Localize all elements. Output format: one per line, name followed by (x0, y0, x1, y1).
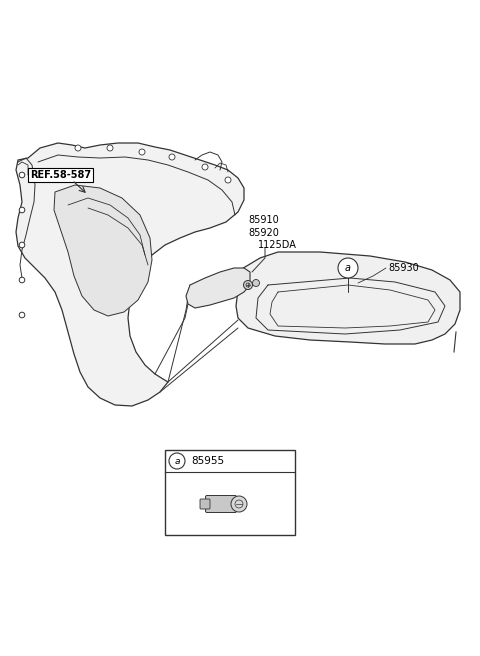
Circle shape (139, 149, 145, 155)
Polygon shape (236, 252, 460, 344)
Circle shape (169, 154, 175, 160)
Polygon shape (186, 268, 250, 308)
Circle shape (225, 177, 231, 183)
Polygon shape (54, 185, 152, 316)
Circle shape (107, 145, 113, 151)
Circle shape (169, 453, 185, 469)
Text: REF.58-587: REF.58-587 (30, 170, 91, 180)
Text: 85955: 85955 (191, 456, 224, 466)
Text: a: a (174, 457, 180, 466)
Circle shape (75, 145, 81, 151)
FancyBboxPatch shape (200, 499, 210, 509)
Circle shape (19, 207, 25, 213)
Text: 85930: 85930 (388, 263, 419, 273)
Circle shape (252, 279, 260, 287)
Circle shape (19, 277, 25, 283)
Circle shape (19, 242, 25, 248)
Circle shape (19, 312, 25, 318)
Bar (165, 450, 295, 535)
Polygon shape (16, 143, 244, 406)
Circle shape (231, 496, 247, 512)
Circle shape (19, 172, 25, 178)
Text: a: a (345, 263, 351, 273)
Circle shape (202, 164, 208, 170)
Text: 85920: 85920 (248, 228, 279, 238)
Circle shape (243, 281, 252, 289)
Text: 85910: 85910 (248, 215, 279, 225)
FancyBboxPatch shape (205, 495, 237, 512)
Circle shape (338, 258, 358, 278)
Text: 1125DA: 1125DA (258, 240, 297, 250)
